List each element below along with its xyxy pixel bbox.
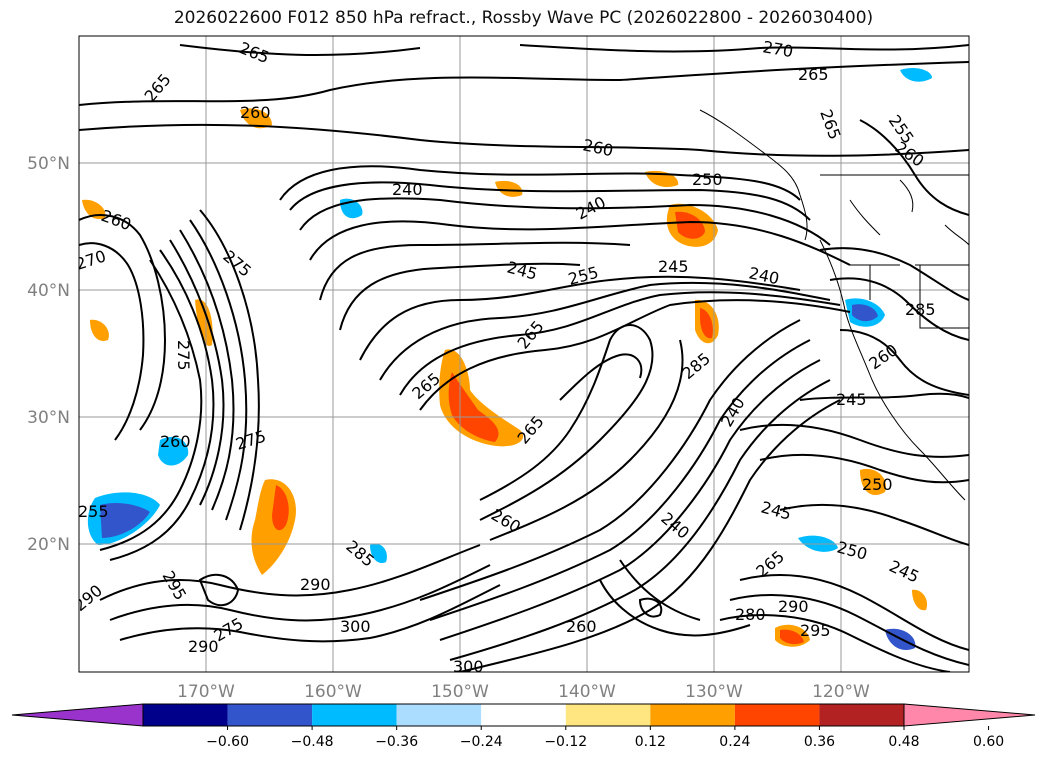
contour-label: 295 [800,621,831,640]
colorbar-swatch [143,704,228,726]
colorbar-swatch [396,704,482,726]
colorbar-tick-label: −0.48 [291,734,334,750]
contour-label: 285 [905,300,936,319]
contour-label: 260 [160,432,191,451]
colorbar-tick-label: 0.48 [888,734,919,750]
contour-label: 260 [240,103,271,122]
colorbar-swatch [734,704,820,726]
contour-lines [79,44,969,672]
colorbar-swatch [312,704,397,726]
contour-label: 250 [862,475,893,494]
colorbar-tick-label: −0.60 [206,734,249,750]
map-title: 2026022600 F012 850 hPa refract., Rossby… [173,8,874,28]
map-border [78,35,970,673]
lon-label-130w: 130°W [685,682,743,702]
colorbar-tick-label: 0.36 [804,734,835,750]
contour-label: 250 [692,170,723,189]
lat-label-30n: 30°N [27,408,70,428]
colorbar-tick-label: −0.12 [544,734,587,750]
contour-label: 255 [78,502,109,521]
contour-label: 290 [300,575,331,594]
contour-label: 300 [453,657,484,676]
contour-label: 290 [778,597,809,616]
lat-label-50n: 50°N [27,154,70,174]
graticule [79,36,969,672]
colorbar-border [142,703,905,727]
colorbar: −0.60 −0.48 −0.36 −0.24 −0.12 0.12 0.24 0.36 0.4… [11,703,1036,750]
colorbar-tick-label: −0.24 [460,734,503,750]
colorbar-tick-label: 0.24 [719,734,750,750]
colorbar-tick-label: −0.36 [375,734,418,750]
lon-label-150w: 150°W [431,682,489,702]
lon-label-170w: 170°W [177,682,235,702]
lon-label-120w: 120°W [812,682,870,702]
contour-label: 280 [735,605,766,624]
lat-label-20n: 20°N [27,535,70,555]
colorbar-swatch [227,704,313,726]
coastlines [699,109,969,501]
colorbar-extend-high [903,703,1036,727]
contour-label: 260 [566,617,597,636]
latitude-labels: 50°N 40°N 30°N 20°N [27,154,70,555]
lat-label-40n: 40°N [27,281,70,301]
colorbar-extend-low [11,703,144,727]
colorbar-tick-label: 0.60 [973,734,1004,750]
longitude-labels: 170°W 160°W 150°W 140°W 130°W 120°W [177,682,870,702]
lon-label-160w: 160°W [304,682,362,702]
contour-label: 300 [340,617,371,636]
contour-label: 245 [836,390,867,409]
colorbar-swatch [819,704,904,726]
contour-label: 275 [174,340,193,371]
contour-label: 245 [658,257,689,276]
lon-label-140w: 140°W [558,682,616,702]
colorbar-tick-label: 0.12 [635,734,666,750]
colorbar-swatch [650,704,735,726]
contour-label: 240 [392,180,423,199]
colorbar-swatch [565,704,651,726]
colorbar-swatch [481,704,566,726]
contour-label: 265 [798,65,829,84]
contour-label: 290 [188,637,219,656]
